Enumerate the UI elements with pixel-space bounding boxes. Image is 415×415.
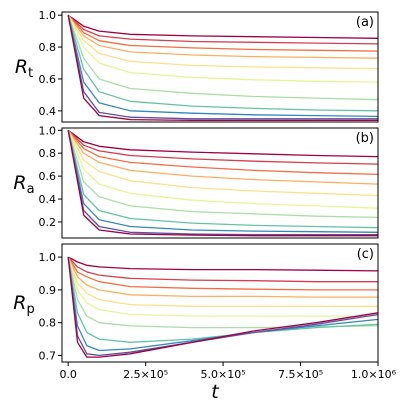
- panel-b-series: [67, 129, 379, 237]
- panel-b-series-line-1: [67, 129, 379, 158]
- panel-a-ytick-label: 0.4: [39, 105, 57, 118]
- panel-c-series-line-4: [67, 256, 378, 298]
- panel-b-ytick-label: 0.8: [39, 147, 57, 160]
- panel-b-ytick-label: 0.2: [39, 216, 57, 229]
- x-tick-label: 0.0: [59, 368, 77, 381]
- panel-a-frame: [61, 11, 379, 123]
- panel-b-ylabel: Ra: [13, 172, 34, 197]
- x-tick-label: 7.5×10⁵: [278, 368, 323, 381]
- panel-b-frame: [61, 127, 379, 239]
- panel-c-yticks: 0.7 0.8 0.9 1.0: [39, 251, 62, 362]
- panel-a-series-line-7: [67, 14, 379, 101]
- panel-c-frame: [61, 243, 379, 363]
- panel-c-ytick-label: 1.0: [39, 251, 57, 264]
- panel-c-series-line-3: [67, 256, 378, 291]
- panel-b-series-line-7: [67, 130, 379, 219]
- panel-c-series-line-6: [67, 256, 378, 317]
- panel-c-series: [67, 256, 379, 358]
- panel-b-series-line-8: [67, 130, 379, 229]
- x-tick-label: 1.0×10⁶: [351, 368, 397, 381]
- panel-a-series: [67, 14, 379, 122]
- panel-b-series-line-2: [67, 129, 379, 165]
- panel-c-series-line-8: [67, 256, 379, 343]
- panel-a-series-line-1: [67, 14, 379, 39]
- panel-c-series-line-5: [67, 256, 378, 307]
- panel-b-series-line-10: [67, 130, 378, 236]
- panel-c-series-line-2: [67, 256, 378, 283]
- panel-a: 0.4 0.6 0.8 1.0 Rt (a): [15, 9, 379, 123]
- panel-c-series-line-9: [67, 257, 379, 352]
- panel-b-series-line-6: [67, 130, 379, 209]
- panel-a-series-line-4: [67, 14, 379, 59]
- panel-b-ytick-label: 0.6: [39, 170, 57, 183]
- panel-a-yticks: 0.4 0.6 0.8 1.0: [39, 9, 62, 118]
- panel-b-series-line-5: [67, 130, 379, 197]
- panel-a-series-line-5: [67, 14, 379, 70]
- panel-c-tag: (c): [357, 247, 374, 262]
- panel-b-ytick-label: 0.4: [39, 193, 57, 206]
- panel-c-series-line-10: [67, 257, 379, 357]
- panel-b-yticks: 0.2 0.4 0.6 0.8 1.0: [39, 124, 62, 229]
- panel-b-tag: (b): [356, 131, 374, 146]
- x-axis-ticks: 0.0 2.5×10⁵ 5.0×10⁵ 7.5×10⁵ 1.0×10⁶: [59, 362, 397, 381]
- x-axis-label: t: [211, 381, 220, 403]
- panel-b: 0.2 0.4 0.6 0.8 1.0 Ra (b): [13, 124, 379, 239]
- panel-c-ytick-label: 0.9: [39, 284, 57, 297]
- panel-a-series-line-9: [67, 15, 379, 118]
- panel-c-series-line-1: [67, 256, 379, 272]
- panel-a-series-line-6: [67, 14, 379, 83]
- panel-b-series-line-11: [67, 130, 378, 237]
- panel-a-series-line-10: [67, 15, 378, 120]
- panel-a-ytick-label: 1.0: [39, 9, 57, 22]
- x-tick-label: 5.0×10⁵: [201, 368, 246, 381]
- panel-c-series-line-11: [67, 257, 379, 358]
- panel-a-tag: (a): [356, 15, 374, 30]
- panel-b-ytick-label: 1.0: [39, 124, 57, 137]
- panel-a-series-line-11: [67, 15, 378, 122]
- panel-c-ylabel: Rp: [13, 292, 34, 317]
- panel-a-series-line-8: [67, 15, 379, 112]
- panel-c-ytick-label: 0.8: [39, 317, 57, 330]
- panel-a-series-line-2: [67, 14, 379, 45]
- panel-c: 0.7 0.8 0.9 1.0 Rp (c): [13, 243, 379, 363]
- panel-a-series-line-3: [67, 14, 379, 52]
- panel-c-ytick-label: 0.7: [39, 349, 57, 362]
- panel-a-ylabel: Rt: [15, 56, 33, 81]
- panel-b-series-line-9: [67, 130, 379, 233]
- x-tick-label: 2.5×10⁵: [123, 368, 168, 381]
- panel-b-series-line-3: [67, 129, 379, 176]
- panel-b-series-line-4: [67, 129, 379, 185]
- panel-a-ytick-label: 0.6: [39, 73, 57, 86]
- panel-a-ytick-label: 0.8: [39, 41, 57, 54]
